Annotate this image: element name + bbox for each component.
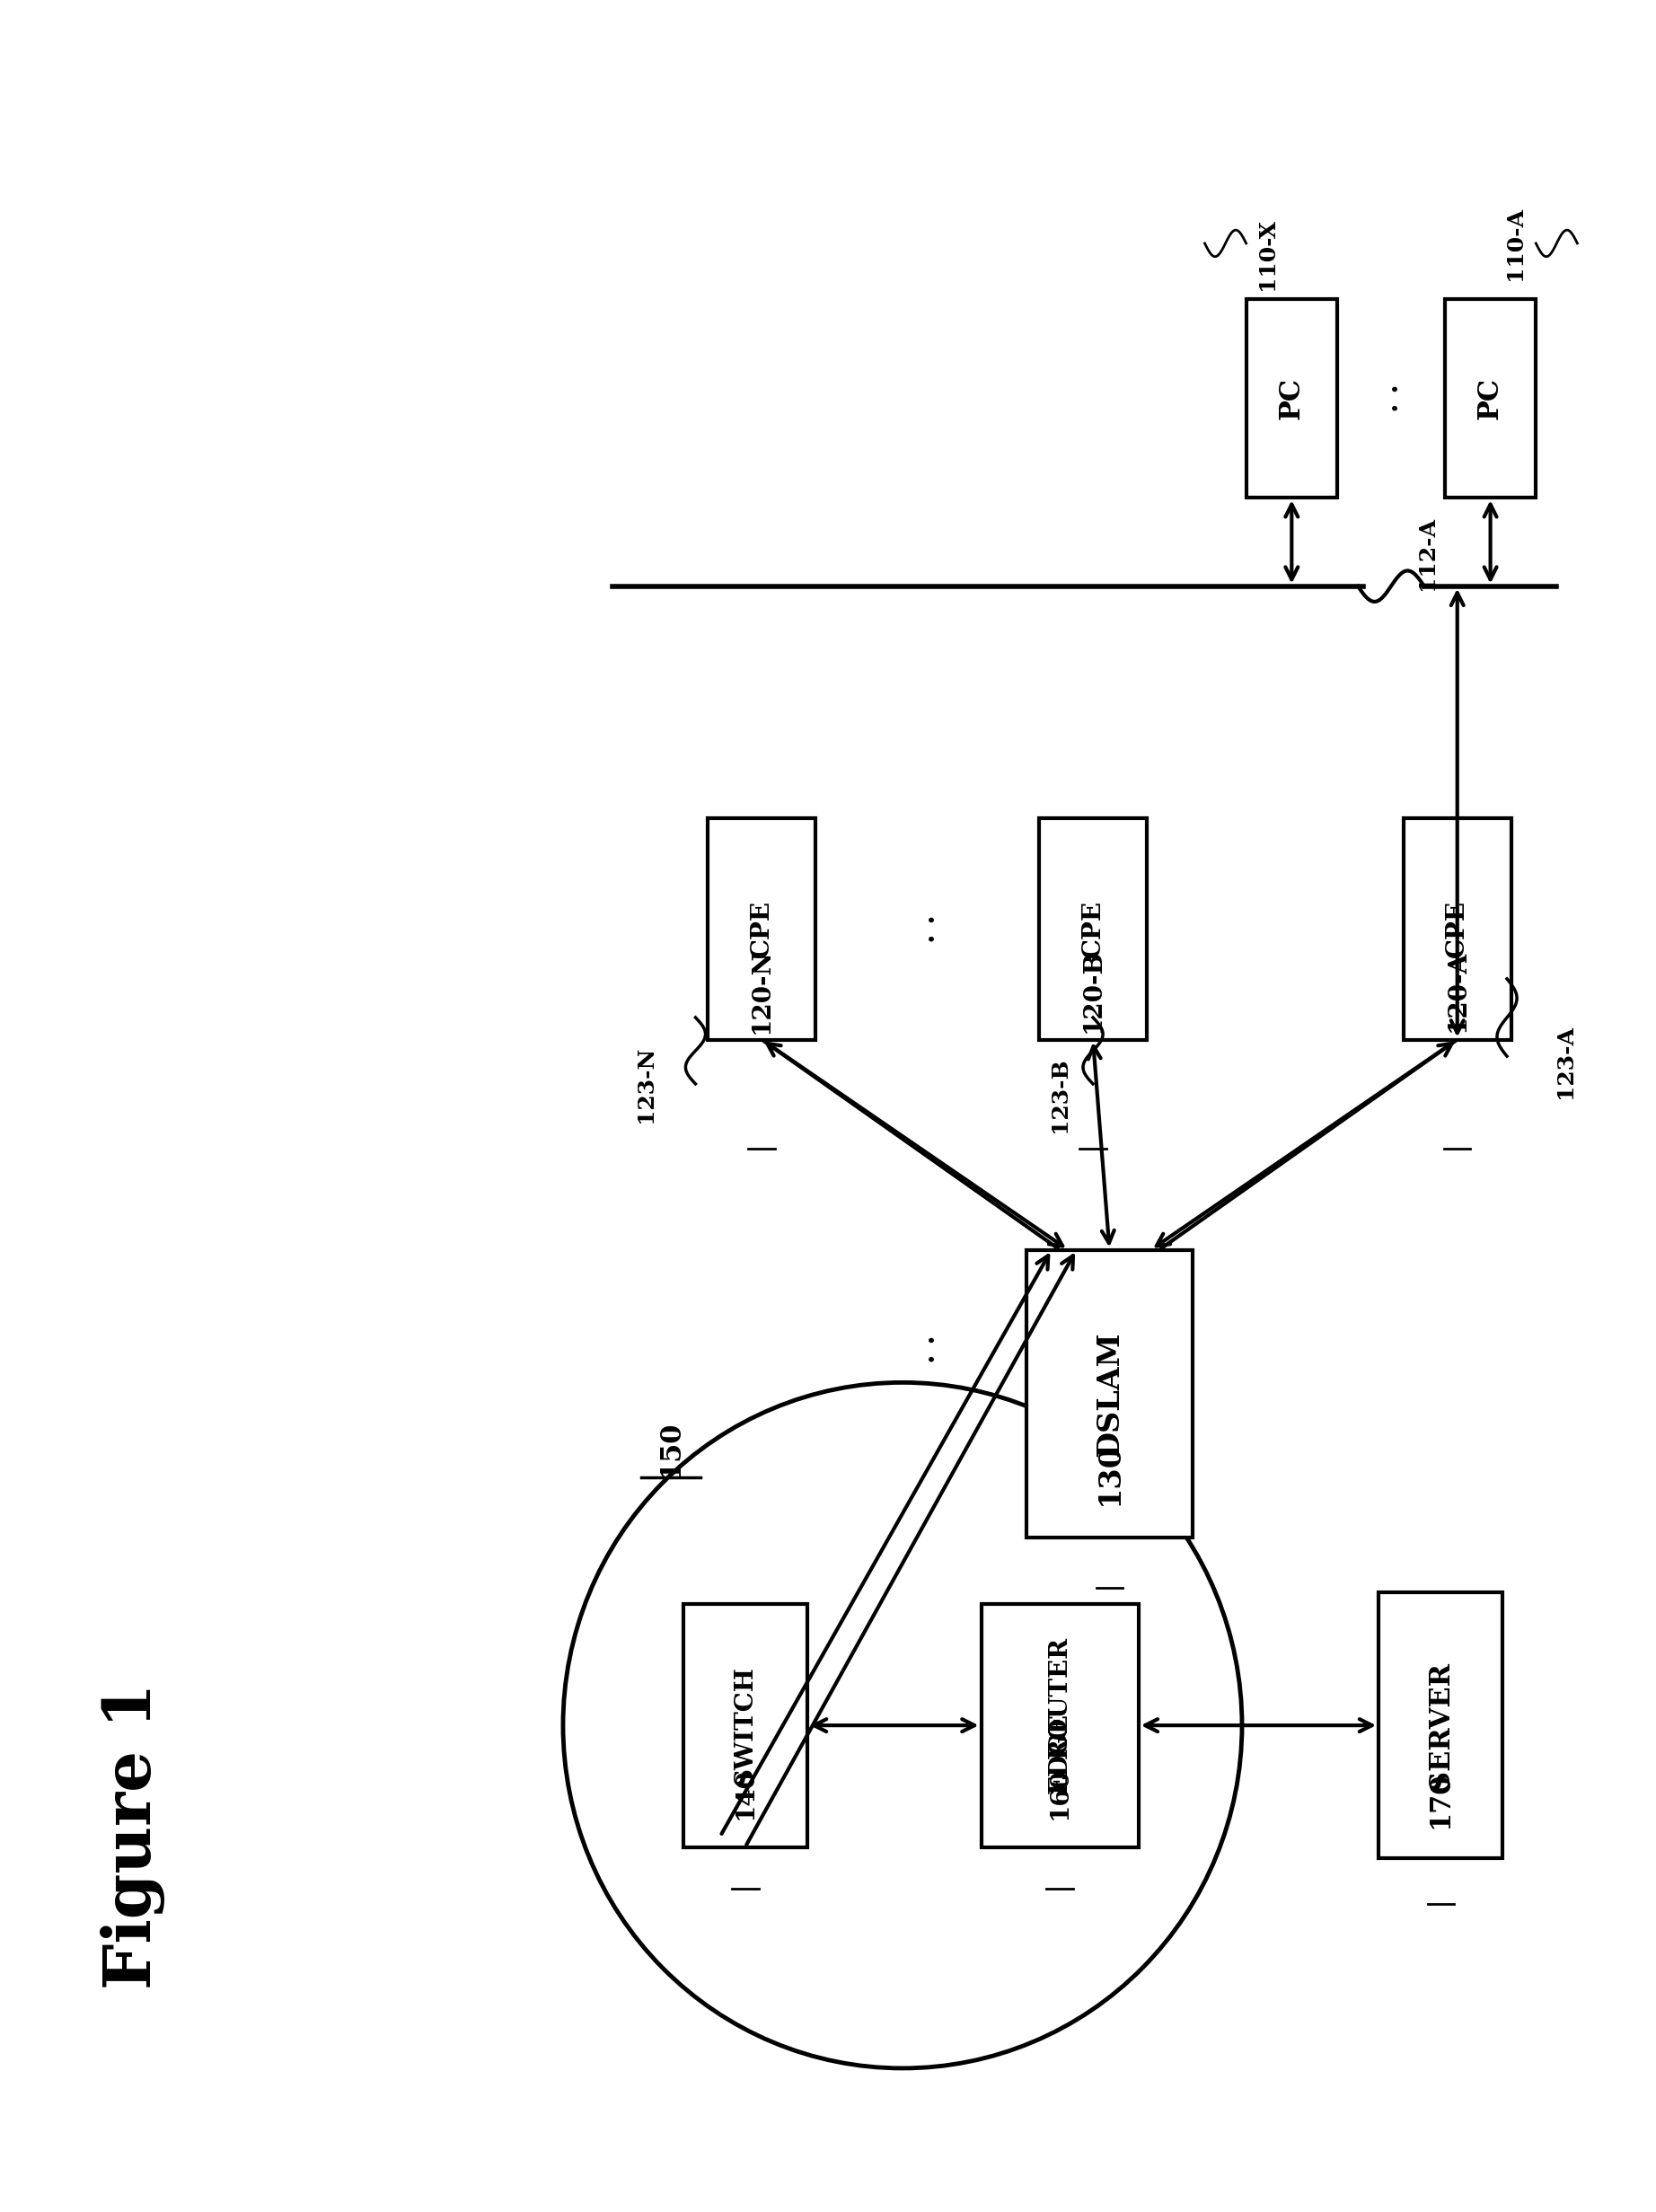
Text: 170: 170 [1427,1772,1454,1827]
FancyBboxPatch shape [1027,1250,1192,1537]
Text: DSLAM: DSLAM [1095,1332,1124,1455]
Ellipse shape [563,1382,1242,2068]
Text: CPE: CPE [1081,900,1105,958]
Text: 160: 160 [1048,1767,1071,1820]
FancyBboxPatch shape [1247,299,1338,498]
Text: 112-A: 112-A [1416,515,1437,591]
FancyBboxPatch shape [1444,299,1537,498]
Text: CPE: CPE [1446,900,1469,958]
Text: SWITCH: SWITCH [734,1666,757,1785]
Text: 120-N: 120-N [750,949,773,1033]
Text: PC: PC [1278,376,1305,420]
Text: Figure 1: Figure 1 [99,1683,166,1989]
FancyBboxPatch shape [980,1604,1139,1847]
FancyBboxPatch shape [682,1604,806,1847]
Text: SERVER: SERVER [1427,1661,1454,1790]
Text: EDGE: EDGE [1048,1712,1071,1794]
Text: ROUTER: ROUTER [1048,1637,1071,1759]
FancyBboxPatch shape [1040,818,1146,1040]
Text: . .: . . [1378,385,1404,411]
Text: 120-B: 120-B [1081,949,1105,1033]
Text: 130: 130 [1095,1442,1124,1506]
Text: 123-N: 123-N [634,1046,657,1121]
FancyBboxPatch shape [1378,1593,1502,1858]
Text: . .: . . [914,1336,941,1363]
Text: 120-A: 120-A [1446,951,1469,1031]
Text: 123-B: 123-B [1048,1057,1071,1133]
Text: 110-X: 110-X [1255,219,1278,290]
Text: 123-A: 123-A [1553,1024,1577,1099]
Text: 110-A: 110-A [1504,206,1527,281]
Text: 150: 150 [657,1420,684,1478]
FancyBboxPatch shape [707,818,815,1040]
Text: . .: . . [914,916,941,942]
FancyBboxPatch shape [1403,818,1510,1040]
Text: CPE: CPE [750,900,773,958]
Text: PC: PC [1477,376,1504,420]
Text: 140: 140 [734,1767,757,1820]
